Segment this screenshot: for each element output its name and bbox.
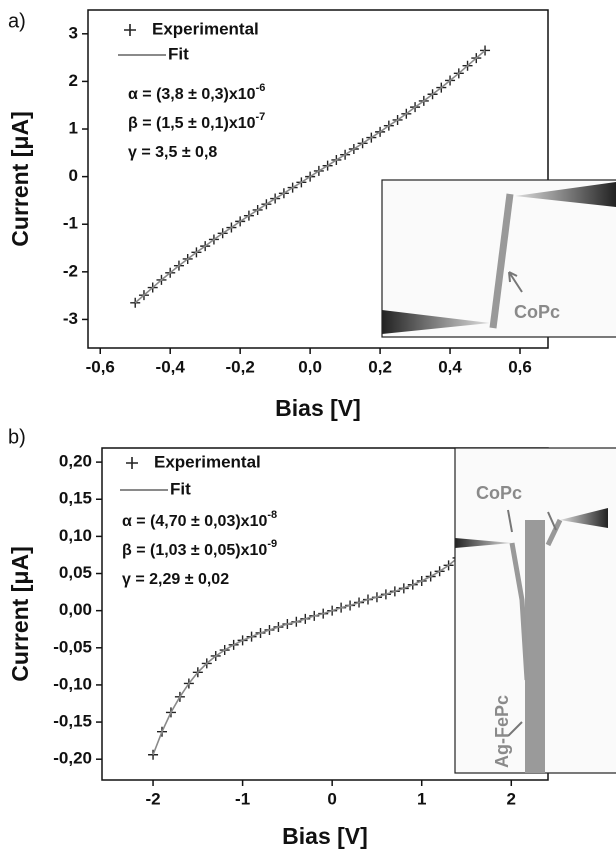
annotation-text: β = (1,03 ± 0,05)x10 <box>122 542 267 559</box>
y-tick-label: 0,15 <box>59 489 92 508</box>
y-tick-label: -0,15 <box>53 712 92 731</box>
inset-label: CoPc <box>476 483 522 503</box>
annotation: γ = 3,5 ± 0,8 <box>128 144 217 161</box>
y-tick-label: -3 <box>63 309 78 328</box>
y-tick-label: 0,05 <box>59 563 92 582</box>
data-point <box>130 297 141 308</box>
electrode <box>382 310 490 334</box>
molecule-wire <box>509 542 530 681</box>
annotation: β = (1,5 ± 0,1)x10-7 <box>128 111 265 132</box>
inset-b: CoPc Ag-FePc <box>454 447 616 774</box>
substrate-wire <box>525 520 545 773</box>
plot-frame <box>87 9 549 349</box>
fit-line <box>152 466 513 756</box>
legend-label: Fit <box>168 44 189 63</box>
y-tick-label: -2 <box>63 261 78 280</box>
annotation-text: γ = 2,29 ± 0,02 <box>122 571 229 588</box>
panel-label: b) <box>8 426 26 448</box>
annotation-exponent: -7 <box>256 111 266 123</box>
y-tick-label: -0,05 <box>53 637 92 656</box>
x-tick-label: 0,4 <box>438 357 462 376</box>
annotation-text: α = (4,70 ± 0,03)x10 <box>122 513 267 530</box>
electrode <box>560 508 608 528</box>
panel-label: a) <box>8 10 26 32</box>
arrow <box>507 509 557 737</box>
y-tick-label: 3 <box>69 23 78 42</box>
annotation-exponent: -9 <box>267 538 277 550</box>
molecule-wire <box>545 518 563 547</box>
legend-label: Experimental <box>154 452 261 471</box>
x-tick-label: 0,6 <box>508 357 532 376</box>
annotation-exponent: -8 <box>267 509 277 521</box>
y-tick-label: 0,20 <box>59 452 92 471</box>
panel: b) -2 -1 0 1 2 -0,20 -0,15 -0,10 -0,05 0,00 0,05 0,1… <box>7 426 549 849</box>
inset-label: Ag-FePc <box>492 695 512 768</box>
y-tick-label: -1 <box>63 214 78 233</box>
annotation-text: β = (1,5 ± 0,1)x10 <box>128 115 256 132</box>
y-axis-title: Current [μA] <box>7 111 33 246</box>
x-axis-title: Bias [V] <box>282 823 368 849</box>
legend-label: Fit <box>170 479 191 498</box>
x-tick-label: 0,0 <box>298 357 322 376</box>
y-tick-label: 1 <box>69 118 78 137</box>
x-tick-label: -0,2 <box>226 357 255 376</box>
y-tick-label: 0 <box>69 166 78 185</box>
y-tick-label: -0,10 <box>53 674 92 693</box>
y-axis-title: Current [μA] <box>7 546 33 681</box>
x-tick-label: -2 <box>145 789 160 808</box>
arrow <box>508 271 523 293</box>
electrode <box>455 538 512 548</box>
annotation-text: α = (3,8 ± 0,3)x10 <box>128 86 256 103</box>
annotation: γ = 2,29 ± 0,02 <box>122 571 229 588</box>
x-tick-label: 1 <box>417 789 426 808</box>
x-tick-label: 2 <box>507 789 516 808</box>
x-tick-label: -1 <box>235 789 250 808</box>
legend-symbol <box>126 457 138 469</box>
y-tick-label: 0,10 <box>59 526 92 545</box>
x-tick-label: -0,4 <box>156 357 186 376</box>
annotation-text: γ = 3,5 ± 0,8 <box>128 144 217 161</box>
x-axis-title: Bias [V] <box>275 395 361 421</box>
annotation: α = (4,70 ± 0,03)x10-8 <box>122 509 277 530</box>
plots: a) -0,6 -0,4 -0,2 0,0 0,2 0,4 0,6 -3 -2 -1 0 1 2 3 Bias… <box>7 9 549 849</box>
x-tick-label: -0,6 <box>86 357 115 376</box>
annotation-exponent: -6 <box>256 82 266 94</box>
y-tick-label: 0,00 <box>59 600 92 619</box>
inset-label: CoPc <box>514 302 560 322</box>
y-tick-label: 2 <box>69 71 78 90</box>
legend-label: Experimental <box>152 19 259 38</box>
fit-line <box>134 49 486 304</box>
x-tick-label: 0 <box>327 789 336 808</box>
y-tick-label: -0,20 <box>53 749 92 768</box>
molecule-wire <box>489 193 514 329</box>
legend-symbol <box>124 24 136 36</box>
electrode <box>515 182 616 207</box>
x-tick-label: 0,2 <box>368 357 392 376</box>
annotation: α = (3,8 ± 0,3)x10-6 <box>128 82 265 103</box>
panel: a) -0,6 -0,4 -0,2 0,0 0,2 0,4 0,6 -3 -2 -1 0 1 2 3 Bias… <box>7 9 549 421</box>
inset-a: CoPc <box>381 179 616 338</box>
annotation: β = (1,03 ± 0,05)x10-9 <box>122 538 277 559</box>
